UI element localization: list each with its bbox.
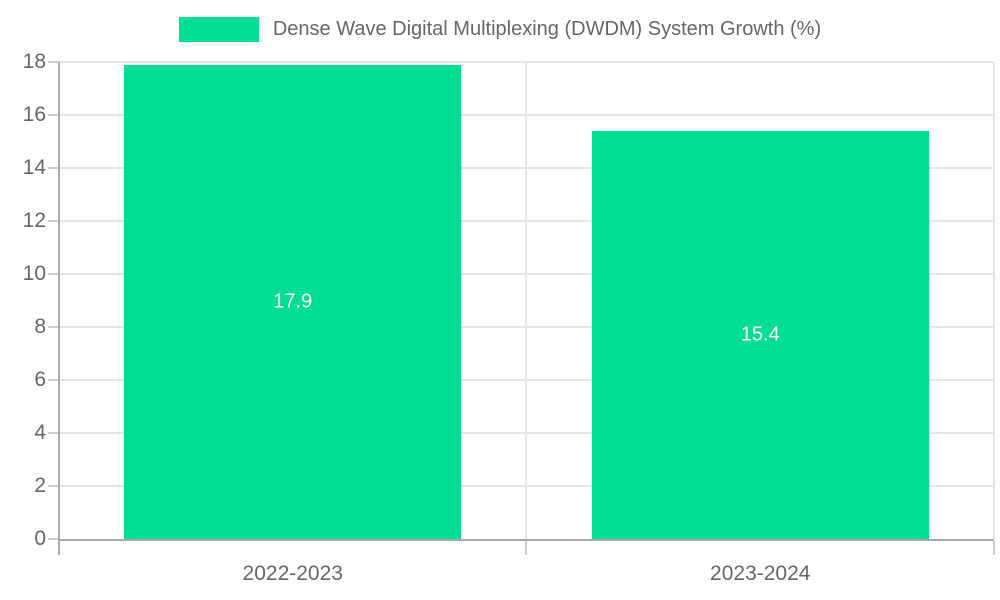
y-tick-mark	[48, 538, 59, 540]
y-tick-label: 10	[22, 262, 46, 285]
y-tick-mark	[48, 326, 59, 328]
plot-area: 0 2 4 6 8 10 12 14 16 18 17.9 2022-2023 15.4 2023-202…	[23, 51, 995, 585]
bar	[591, 130, 929, 539]
bar	[124, 64, 462, 539]
x-gridline	[525, 62, 527, 539]
y-tick-label: 8	[34, 315, 46, 338]
y-tick-mark	[48, 379, 59, 381]
y-tick-mark	[48, 167, 59, 169]
y-tick-mark	[48, 273, 59, 275]
y-tick-mark	[48, 114, 59, 116]
legend-label: Dense Wave Digital Multiplexing (DWDM) S…	[272, 18, 822, 40]
y-tick-label: 18	[22, 50, 46, 73]
y-tick-mark	[48, 485, 59, 487]
y-tick-mark	[48, 61, 59, 63]
legend: Dense Wave Digital Multiplexing (DWDM) S…	[0, 17, 1000, 42]
bar-value-label: 15.4	[740, 323, 780, 346]
y-tick-mark	[48, 220, 59, 222]
x-axis-line	[59, 539, 994, 541]
y-tick-label: 0	[34, 527, 46, 550]
y-tick-label: 16	[22, 103, 46, 126]
y-axis-line	[58, 62, 60, 555]
bar-value-label: 17.9	[273, 290, 313, 313]
y-tick-label: 14	[22, 156, 46, 179]
y-tick-label: 12	[22, 209, 46, 232]
x-tick-mark	[525, 541, 527, 555]
x-category-label: 2022-2023	[242, 562, 343, 585]
y-tick-label: 4	[34, 421, 46, 444]
x-tick-mark	[992, 541, 995, 555]
x-category-label: 2023-2024	[710, 562, 811, 585]
y-tick-mark	[48, 432, 59, 434]
legend-swatch	[178, 17, 259, 42]
y-tick-label: 6	[34, 368, 46, 391]
x-gridline	[992, 62, 995, 539]
y-tick-label: 2	[34, 474, 46, 497]
